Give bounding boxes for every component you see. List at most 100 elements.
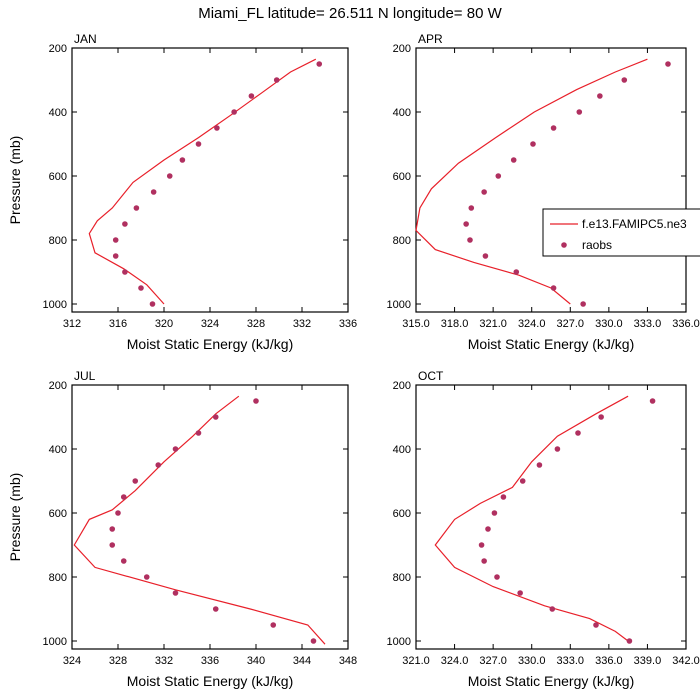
plot-frame-apr bbox=[415, 47, 687, 313]
obs-point-jan bbox=[179, 157, 186, 163]
x-tick-label: 336 bbox=[201, 655, 219, 667]
x-tick-label: 324.0 bbox=[441, 655, 469, 667]
obs-point-jan bbox=[112, 253, 119, 259]
x-axis-label-jan: Moist Static Energy (kJ/kg) bbox=[127, 336, 294, 352]
model-line-jul bbox=[73, 395, 326, 645]
y-tick-label: 1000 bbox=[43, 636, 67, 648]
panel-oct: 321.0 324.0 327.0 330.0 333.0 336.0 339.0 342.0… bbox=[387, 369, 700, 689]
y-tick-label: 400 bbox=[393, 444, 411, 456]
obs-point-oct bbox=[517, 590, 523, 596]
obs-point-jan bbox=[122, 221, 128, 227]
panels: 312 316 320 324 328 332 336 200 400 600 800 1000 JAN… bbox=[7, 32, 700, 689]
obs-point-oct bbox=[626, 638, 633, 644]
y-tick-label: 400 bbox=[49, 444, 67, 456]
obs-point-jul bbox=[195, 430, 202, 436]
y-tick-label: 800 bbox=[49, 572, 67, 584]
x-tick-label: 328 bbox=[247, 318, 265, 330]
obs-point-jan bbox=[112, 237, 119, 243]
panel-title-oct: OCT bbox=[418, 369, 444, 383]
obs-point-jul bbox=[120, 558, 127, 564]
x-tick-label: 327.0 bbox=[557, 318, 585, 330]
obs-point-jan bbox=[214, 125, 220, 131]
y-tick-label: 200 bbox=[393, 43, 411, 55]
obs-point-apr bbox=[513, 269, 520, 275]
obs-point-apr bbox=[621, 77, 628, 83]
obs-point-apr bbox=[550, 285, 557, 291]
obs-point-jul bbox=[212, 414, 219, 420]
obs-point-apr bbox=[463, 221, 469, 227]
x-tick-label: 339.0 bbox=[634, 655, 662, 667]
model-line-apr bbox=[415, 58, 648, 305]
obs-point-apr bbox=[495, 173, 502, 179]
obs-point-apr bbox=[510, 157, 517, 163]
obs-point-apr bbox=[576, 109, 583, 115]
panel-jul: 324 328 332 336 340 344 348 200 400 600 800 1000 JUL… bbox=[7, 369, 357, 689]
x-tick-label: 328 bbox=[109, 655, 127, 667]
obs-point-jan bbox=[149, 301, 156, 307]
panel-jan: 312 316 320 324 328 332 336 200 400 600 800 1000 JAN… bbox=[7, 32, 357, 352]
obs-point-jan bbox=[195, 141, 202, 147]
obs-point-jan bbox=[166, 173, 173, 179]
x-tick-label: 318.0 bbox=[441, 318, 469, 330]
legend-box bbox=[542, 208, 700, 257]
y-tick-label: 600 bbox=[393, 171, 411, 183]
obs-point-jan bbox=[122, 269, 128, 275]
obs-point-oct bbox=[491, 510, 498, 516]
obs-point-oct bbox=[481, 558, 487, 564]
y-tick-label: 400 bbox=[49, 107, 67, 119]
x-tick-label: 344 bbox=[293, 655, 311, 667]
obs-point-oct bbox=[485, 526, 491, 532]
x-tick-label: 336.0 bbox=[672, 318, 700, 330]
obs-point-jan bbox=[150, 189, 157, 195]
obs-point-oct bbox=[519, 478, 526, 484]
plot-frame-jan bbox=[71, 47, 349, 313]
x-tick-label: 330.0 bbox=[595, 318, 623, 330]
obs-point-oct bbox=[575, 430, 581, 436]
y-tick-label: 1000 bbox=[387, 299, 411, 311]
y-tick-label: 800 bbox=[393, 572, 411, 584]
y-tick-label: 600 bbox=[393, 508, 411, 520]
obs-point-oct bbox=[554, 446, 561, 452]
obs-point-apr bbox=[481, 189, 487, 195]
obs-point-oct bbox=[593, 622, 599, 628]
x-tick-label: 321.0 bbox=[402, 655, 430, 667]
panel-apr: 315.0 318.0 321.0 324.0 327.0 330.0 333.0 336.0… bbox=[387, 32, 700, 352]
x-tick-label: 324 bbox=[201, 318, 219, 330]
obs-point-oct bbox=[598, 414, 604, 420]
model-line-oct bbox=[434, 395, 629, 642]
obs-point-oct bbox=[649, 398, 656, 404]
plot-frame-oct bbox=[415, 384, 687, 650]
panel-title-apr: APR bbox=[418, 32, 443, 46]
figure-title: Miami_FL latitude= 26.511 N longitude= 8… bbox=[198, 5, 502, 22]
x-tick-label: 315.0 bbox=[402, 318, 430, 330]
x-tick-label: 324.0 bbox=[518, 318, 546, 330]
x-tick-label: 340 bbox=[247, 655, 265, 667]
x-tick-label: 336 bbox=[339, 318, 357, 330]
obs-point-jul bbox=[109, 526, 116, 532]
x-tick-label: 330.0 bbox=[518, 655, 546, 667]
x-tick-label: 320 bbox=[155, 318, 173, 330]
x-axis-label-apr: Moist Static Energy (kJ/kg) bbox=[468, 336, 635, 352]
y-tick-label: 800 bbox=[393, 235, 411, 247]
y-axis-label-jul: Pressure (mb) bbox=[7, 473, 23, 562]
panel-title-jul: JUL bbox=[74, 369, 96, 383]
x-tick-label: 332 bbox=[293, 318, 311, 330]
legend-obs-label: raobs bbox=[582, 238, 612, 252]
obs-point-jan bbox=[138, 285, 144, 291]
plot-frame-jul bbox=[71, 384, 349, 650]
x-tick-label: 324 bbox=[63, 655, 81, 667]
x-tick-label: 348 bbox=[339, 655, 357, 667]
x-tick-label: 312 bbox=[63, 318, 81, 330]
obs-point-jul bbox=[270, 622, 277, 628]
y-axis-label-jan: Pressure (mb) bbox=[7, 136, 23, 225]
obs-point-apr bbox=[468, 205, 475, 211]
x-tick-label: 336.0 bbox=[595, 655, 623, 667]
obs-point-jul bbox=[132, 478, 139, 484]
obs-point-jul bbox=[120, 494, 127, 500]
obs-point-oct bbox=[536, 462, 543, 468]
obs-point-jul bbox=[253, 398, 259, 404]
x-tick-label: 327.0 bbox=[479, 655, 507, 667]
y-tick-label: 200 bbox=[49, 43, 67, 55]
obs-point-apr bbox=[530, 141, 536, 147]
